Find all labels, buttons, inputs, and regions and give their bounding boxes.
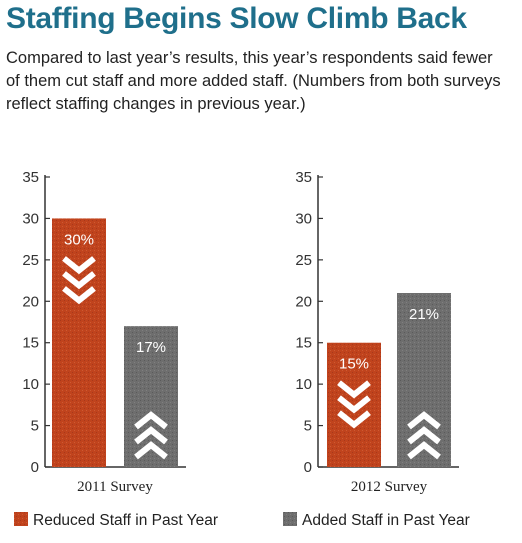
y-tick-label: 30 <box>22 210 39 227</box>
y-tick-label: 15 <box>295 335 312 352</box>
legend-swatch-added <box>283 512 297 526</box>
y-tick-label: 20 <box>22 293 39 310</box>
legend-label-reduced: Reduced Staff in Past Year <box>33 512 218 529</box>
chevron-up-icon <box>134 426 168 445</box>
chevron-down-icon <box>62 256 96 275</box>
chevron-up-icon <box>407 441 441 460</box>
data-label: 17% <box>136 339 166 356</box>
y-tick-label: 25 <box>22 252 39 269</box>
data-label: 30% <box>64 231 94 248</box>
data-label: 21% <box>409 306 439 323</box>
y-tick-label: 5 <box>31 418 39 435</box>
y-tick-label: 25 <box>295 252 312 269</box>
y-tick-label: 35 <box>22 169 39 186</box>
bar-reduced <box>52 218 106 467</box>
data-label: 15% <box>339 356 369 373</box>
bar-reduced <box>327 342 381 467</box>
chevron-up-icon <box>134 411 168 430</box>
legend-label-added: Added Staff in Past Year <box>302 512 470 529</box>
chart-panel: 0 5 10 15 20 25 30 35 30% 17% 2011 Survey <box>22 169 186 495</box>
y-tick-label: 5 <box>304 418 312 435</box>
y-tick-label: 30 <box>295 210 312 227</box>
legend-swatch-reduced <box>14 512 28 526</box>
bar-added <box>397 293 451 467</box>
chart-panel: 0 5 10 15 20 25 30 35 15% 21% 2012 Survey <box>295 169 459 495</box>
legend: Reduced Staff in Past Year Added Staff i… <box>14 512 470 529</box>
y-tick-label: 0 <box>304 459 312 476</box>
y-tick-label: 10 <box>295 376 312 393</box>
y-tick-label: 15 <box>22 335 39 352</box>
y-tick-label: 20 <box>295 293 312 310</box>
chart-subtitle: Compared to last year’s results, this ye… <box>6 49 501 113</box>
chart-title: Staffing Begins Slow Climb Back <box>6 2 467 35</box>
chevron-up-icon <box>407 426 441 445</box>
x-category-label: 2011 Survey <box>77 479 153 495</box>
chevron-down-icon <box>62 286 96 305</box>
chevron-down-icon <box>337 410 371 429</box>
chevron-down-icon <box>62 271 96 290</box>
y-tick-label: 10 <box>22 376 39 393</box>
y-tick-label: 0 <box>31 459 39 476</box>
chevron-down-icon <box>337 380 371 399</box>
chevron-up-icon <box>407 411 441 430</box>
x-category-label: 2012 Survey <box>351 479 428 495</box>
chevron-down-icon <box>337 395 371 414</box>
chevron-up-icon <box>134 441 168 460</box>
y-tick-label: 35 <box>295 169 312 186</box>
